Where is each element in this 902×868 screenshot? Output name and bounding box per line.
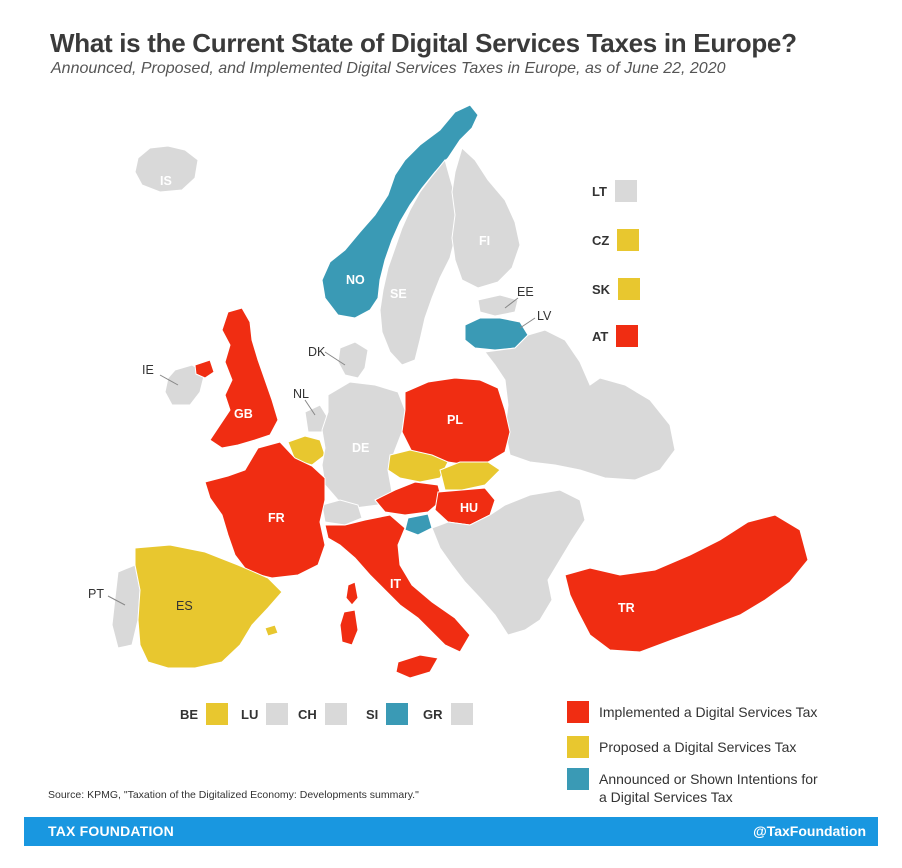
side-legend-swatch xyxy=(614,180,637,202)
source-note: Source: KPMG, "Taxation of the Digitaliz… xyxy=(48,789,419,801)
chart-title: What is the Current State of Digital Ser… xyxy=(50,28,797,58)
bottom-legend-swatch xyxy=(206,703,229,725)
country-great-britain xyxy=(209,307,279,449)
bottom-legend-ch: CH xyxy=(298,703,347,725)
label-ie: IE xyxy=(142,363,154,377)
label-fr: FR xyxy=(268,511,285,525)
bottom-legend-code: SI xyxy=(366,706,379,722)
label-fi: FI xyxy=(479,234,490,248)
country-switzerland xyxy=(321,499,363,526)
side-legend-sk: SK xyxy=(592,278,641,300)
label-tr: TR xyxy=(618,601,635,615)
label-leaders xyxy=(107,297,536,606)
chart-subtitle: Announced, Proposed, and Implemented Dig… xyxy=(51,60,726,77)
label-lv: LV xyxy=(537,309,552,323)
bottom-legend-code: CH xyxy=(298,706,317,722)
country-sicily xyxy=(395,654,439,679)
side-legend-swatch xyxy=(617,229,640,251)
side-legend-code: AT xyxy=(592,328,609,344)
bottom-legend-code: GR xyxy=(423,706,443,722)
side-legend-lt: LT xyxy=(592,180,637,202)
side-legend-at: AT xyxy=(592,325,639,347)
label-hu: HU xyxy=(460,501,478,515)
country-portugal xyxy=(111,564,141,649)
country-denmark xyxy=(337,341,369,379)
bottom-legend-code: BE xyxy=(180,706,199,722)
country-poland xyxy=(401,377,511,466)
bottom-legend-si: SI xyxy=(366,703,409,725)
label-es: ES xyxy=(176,599,193,613)
side-legend-code: CZ xyxy=(592,232,610,248)
bottom-legend-code: LU xyxy=(241,706,259,722)
label-no: NO xyxy=(346,273,365,287)
side-legend-code: LT xyxy=(592,183,607,199)
label-is: IS xyxy=(160,174,172,188)
map-countries xyxy=(111,104,809,679)
country-northern-ireland xyxy=(194,359,215,379)
bottom-legend-lu: LU xyxy=(241,703,289,725)
country-iceland xyxy=(134,145,199,193)
country-sardinia xyxy=(339,609,359,646)
legend-swatch xyxy=(567,701,589,723)
side-legend-swatch xyxy=(618,278,641,300)
country-spain xyxy=(134,544,283,669)
bottom-legend-swatch xyxy=(386,703,409,725)
map-labels: IS NO SE FI EE LV DK IE GB NL DE PL FR H… xyxy=(88,174,635,615)
label-pl: PL xyxy=(447,413,463,427)
country-balearic xyxy=(264,624,279,637)
country-france xyxy=(204,441,326,579)
label-pt: PT xyxy=(88,587,104,601)
label-it: IT xyxy=(390,577,401,591)
country-slovenia xyxy=(404,513,433,536)
label-dk: DK xyxy=(308,345,326,359)
side-legend-swatch xyxy=(616,325,639,347)
legend-announced: Announced or Shown Intentions for a Digi… xyxy=(567,768,827,806)
footer-bar: TAX FOUNDATION @TaxFoundation xyxy=(24,817,878,846)
country-italy xyxy=(324,514,471,653)
country-czechia xyxy=(387,449,449,483)
legend-label: Implemented a Digital Services Tax xyxy=(599,704,818,720)
country-corsica xyxy=(345,581,359,606)
label-nl: NL xyxy=(293,387,309,401)
legend-swatch xyxy=(567,736,589,758)
label-ee: EE xyxy=(517,285,534,299)
country-balkans xyxy=(431,489,586,636)
legend-swatch xyxy=(567,768,589,790)
bottom-legend-gr: GR xyxy=(423,703,473,725)
footer-brand: TAX FOUNDATION xyxy=(48,823,174,839)
bottom-legend-swatch xyxy=(324,703,347,725)
footer-handle: @TaxFoundation xyxy=(753,823,866,839)
bottom-legend-be: BE xyxy=(180,703,229,725)
legend-implemented: Implemented a Digital Services Tax xyxy=(567,701,818,723)
country-turkey xyxy=(564,514,809,653)
side-legend-cz: CZ xyxy=(592,229,640,251)
side-legend-code: SK xyxy=(592,281,611,297)
bottom-legend-swatch xyxy=(450,703,473,725)
country-east xyxy=(484,329,676,481)
country-estonia xyxy=(477,294,519,317)
country-slovakia xyxy=(439,461,501,491)
legend-label: Proposed a Digital Services Tax xyxy=(599,739,797,755)
bottom-legend-swatch xyxy=(266,703,289,725)
legend-proposed: Proposed a Digital Services Tax xyxy=(567,736,797,758)
country-finland xyxy=(451,147,521,289)
label-de: DE xyxy=(352,441,369,455)
label-gb: GB xyxy=(234,407,253,421)
legend-label: Announced or Shown Intentions for a Digi… xyxy=(599,771,818,805)
label-se: SE xyxy=(390,287,407,301)
